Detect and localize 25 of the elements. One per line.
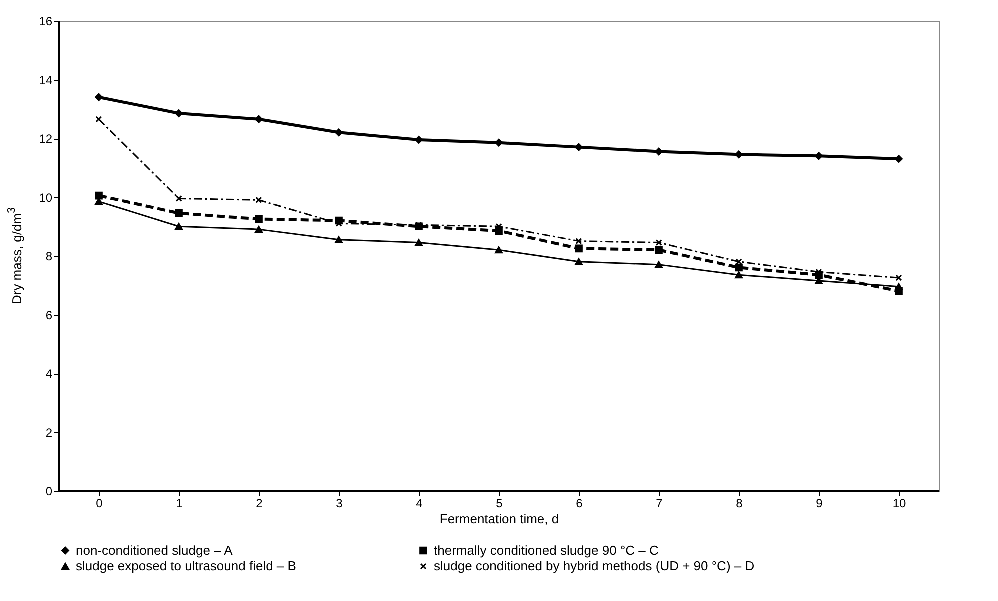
y-tick-label: 10 bbox=[39, 190, 53, 205]
legend-label: sludge exposed to ultrasound field – B bbox=[76, 558, 296, 574]
x-tick-label: 8 bbox=[736, 496, 744, 510]
x-tick-label: 6 bbox=[576, 496, 584, 510]
legend-label: non-conditioned sludge – A bbox=[76, 542, 234, 558]
legend-label: sludge conditioned by hybrid methods (UD + 90 °C) – D bbox=[434, 558, 755, 574]
x-tick-label: 1 bbox=[176, 496, 184, 510]
y-tick-label: 12 bbox=[39, 132, 53, 146]
legend-label: thermally conditioned sludge 90 °C – C bbox=[434, 542, 659, 558]
x-tick-label: 10 bbox=[892, 496, 906, 510]
x-tick-label: 0 bbox=[96, 496, 104, 510]
y-tick-label: 2 bbox=[46, 426, 53, 440]
x-tick-label: 2 bbox=[256, 496, 264, 510]
y-tick-label: 16 bbox=[39, 14, 53, 28]
y-tick-label: 8 bbox=[46, 250, 53, 264]
x-tick-label: 7 bbox=[656, 496, 664, 510]
y-tick-label: 6 bbox=[46, 308, 53, 322]
y-tick-label: 4 bbox=[46, 367, 53, 381]
x-axis-title: Fermentation time, d bbox=[440, 512, 560, 526]
x-tick-label: 9 bbox=[816, 496, 824, 510]
x-tick-label: 5 bbox=[496, 496, 504, 510]
x-tick-label: 3 bbox=[336, 496, 344, 510]
y-tick-label: 0 bbox=[46, 484, 53, 498]
y-tick-label: 14 bbox=[39, 73, 53, 88]
x-tick-label: 4 bbox=[416, 496, 424, 510]
